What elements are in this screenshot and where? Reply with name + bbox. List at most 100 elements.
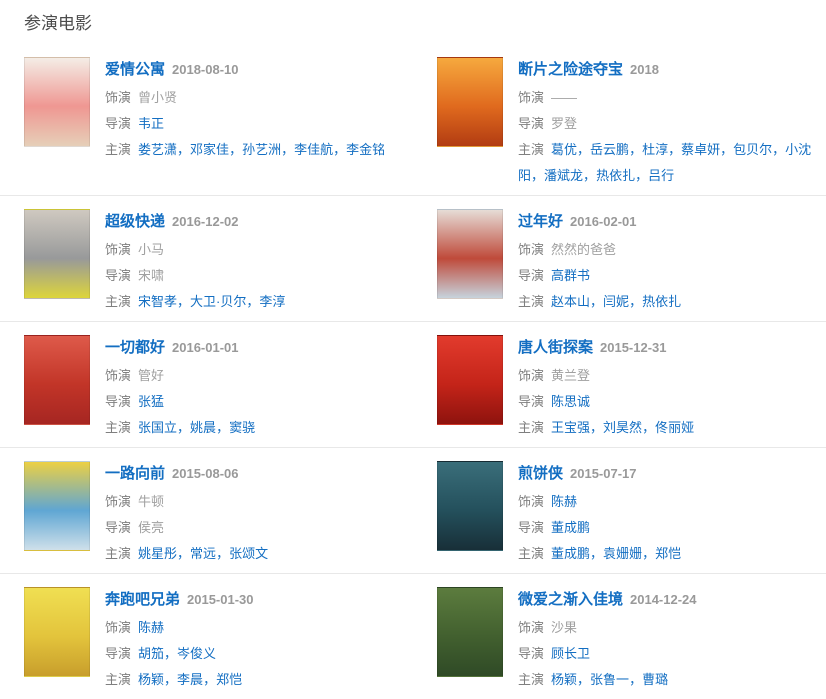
movie-cast-line: 主演 赵本山，闫妮，热依扎 [518,289,814,315]
actor-link[interactable]: 杨颖 [138,672,165,687]
actor-link[interactable]: 岳云鹏 [590,142,630,157]
movie-release-date: 2018-08-10 [172,62,239,77]
director-label: 导演 [105,268,132,283]
movie-cast-line: 主演 娄艺潇，邓家佳，孙艺洲，李佳航，李金铭 [105,137,401,163]
role-name: 小马 [138,242,165,257]
movie-title-link[interactable]: 微爱之渐入佳境 [518,591,624,608]
actor-link[interactable]: 郑恺 [216,672,243,687]
movie-card: 过年好 2016-02-01 饰演 然然的爸爸 导演 高群书 主演 赵本山，闫妮，热依扎 [413,209,826,315]
actor-link[interactable]: 热依扎 [642,294,682,309]
actor-link[interactable]: 葛优 [551,142,578,157]
director-link[interactable]: 顾长卫 [551,646,591,661]
movie-title-link[interactable]: 奔跑吧兄弟 [105,591,181,608]
actor-link[interactable]: 郑恺 [655,546,682,561]
director-link[interactable]: 岑俊义 [177,646,217,661]
actor-link[interactable]: 张鲁一 [590,672,630,687]
director-names: 张猛 [138,394,164,409]
actor-link[interactable]: 李金铭 [346,142,386,157]
actor-link[interactable]: 包贝尔 [733,142,773,157]
actor-link[interactable]: 宋智孝 [138,294,178,309]
movie-title-link[interactable]: 煎饼侠 [518,465,564,482]
actor-link[interactable]: 大卫·贝尔 [190,294,247,309]
role-value: 黄兰登 [551,368,590,383]
actor-link[interactable]: 窦骁 [229,420,256,435]
actor-link[interactable]: 张国立 [138,420,178,435]
movie-title-link[interactable]: 爱情公寓 [105,61,166,78]
cast-names: 杨颖，张鲁一，曹璐 [551,672,668,687]
movie-title-link[interactable]: 唐人街探案 [518,339,594,356]
actor-link[interactable]: 曹璐 [642,672,669,687]
director-link[interactable]: 陈思诚 [551,394,591,409]
actor-link[interactable]: 娄艺潇 [138,142,178,157]
actor-link[interactable]: 王宝强 [551,420,591,435]
movie-poster[interactable] [24,461,90,551]
role-name: 曾小贤 [138,90,178,105]
actor-link[interactable]: 赵本山 [551,294,591,309]
cast-names: 张国立，姚晨，窦骁 [138,420,255,435]
actor-link[interactable]: 董成鹏 [551,546,591,561]
role-label: 饰演 [105,368,132,383]
actor-link[interactable]: 袁姗姗 [603,546,643,561]
movie-poster[interactable] [437,461,503,551]
movie-title-link[interactable]: 一路向前 [105,465,166,482]
actor-link[interactable]: 潘斌龙 [544,168,584,183]
movie-poster[interactable] [437,57,503,147]
movie-poster[interactable] [437,209,503,299]
movie-poster[interactable] [24,587,90,677]
actor-link[interactable]: 常远 [190,546,217,561]
movie-info: 一路向前 2015-08-06 饰演 牛顿 导演 侯亮 主演 姚星彤，常远，张颂文 [105,461,401,567]
actor-link[interactable]: 姚晨 [190,420,217,435]
actor-link[interactable]: 杨颖 [551,672,578,687]
actor-link[interactable]: 吕行 [648,168,675,183]
movie-director-line: 导演 侯亮 [105,515,401,541]
director-names: 宋啸 [138,268,164,283]
actor-link[interactable]: 刘昊然 [603,420,643,435]
actor-link[interactable]: 蔡卓妍 [681,142,721,157]
actor-link[interactable]: 小沈阳 [518,142,812,183]
director-link[interactable]: 韦正 [138,116,165,131]
director-label: 导演 [105,394,132,409]
movie-poster[interactable] [24,209,90,299]
director-link[interactable]: 胡笳 [138,646,165,661]
actor-link[interactable]: 邓家佳 [190,142,230,157]
cast-names: 杨颖，李晨，郑恺 [138,672,242,687]
separator: ， [531,168,545,183]
cast-names: 娄艺潇，邓家佳，孙艺洲，李佳航，李金铭 [138,142,385,157]
actor-link[interactable]: 李佳航 [294,142,334,157]
separator: ， [177,546,191,561]
cast-names: 王宝强，刘昊然，佟丽娅 [551,420,694,435]
actor-link[interactable]: 佟丽娅 [655,420,695,435]
actor-link[interactable]: 张颂文 [229,546,269,561]
separator: ， [577,672,591,687]
actor-link[interactable]: 闫妮 [603,294,630,309]
director-names: 胡笳，岑俊义 [138,646,216,661]
actor-link[interactable]: 杜淳 [642,142,669,157]
movie-title-link[interactable]: 过年好 [518,213,564,230]
role-link[interactable]: 陈赫 [551,494,578,509]
movie-title-link[interactable]: 一切都好 [105,339,166,356]
director-link[interactable]: 张猛 [138,394,165,409]
movie-poster[interactable] [24,57,90,147]
movie-title-link[interactable]: 断片之险途夺宝 [518,61,624,78]
separator: ， [216,420,230,435]
director-names: 陈思诚 [551,394,590,409]
actor-link[interactable]: 李晨 [177,672,204,687]
movie-title-line: 微爱之渐入佳境 2014-12-24 [518,587,814,613]
role-link[interactable]: 陈赫 [138,620,165,635]
separator: ， [281,142,295,157]
actor-link[interactable]: 姚星彤 [138,546,178,561]
cast-label: 主演 [105,294,132,309]
actor-link[interactable]: 热依扎 [596,168,636,183]
director-names: 高群书 [551,268,590,283]
director-link[interactable]: 高群书 [551,268,591,283]
movie-poster[interactable] [437,335,503,425]
movie-poster[interactable] [437,587,503,677]
actor-link[interactable]: 李淳 [259,294,286,309]
cast-movies-section: 参演电影 爱情公寓 2018-08-10 饰演 曾小贤 导演 韦正 主演 娄艺潇，邓家佳… [0,12,826,699]
actor-link[interactable]: 孙艺洲 [242,142,282,157]
movie-title-link[interactable]: 超级快递 [105,213,166,230]
movie-cast-line: 主演 王宝强，刘昊然，佟丽娅 [518,415,814,441]
movie-poster[interactable] [24,335,90,425]
movie-title-line: 唐人街探案 2015-12-31 [518,335,814,361]
director-link[interactable]: 董成鹏 [551,520,591,535]
